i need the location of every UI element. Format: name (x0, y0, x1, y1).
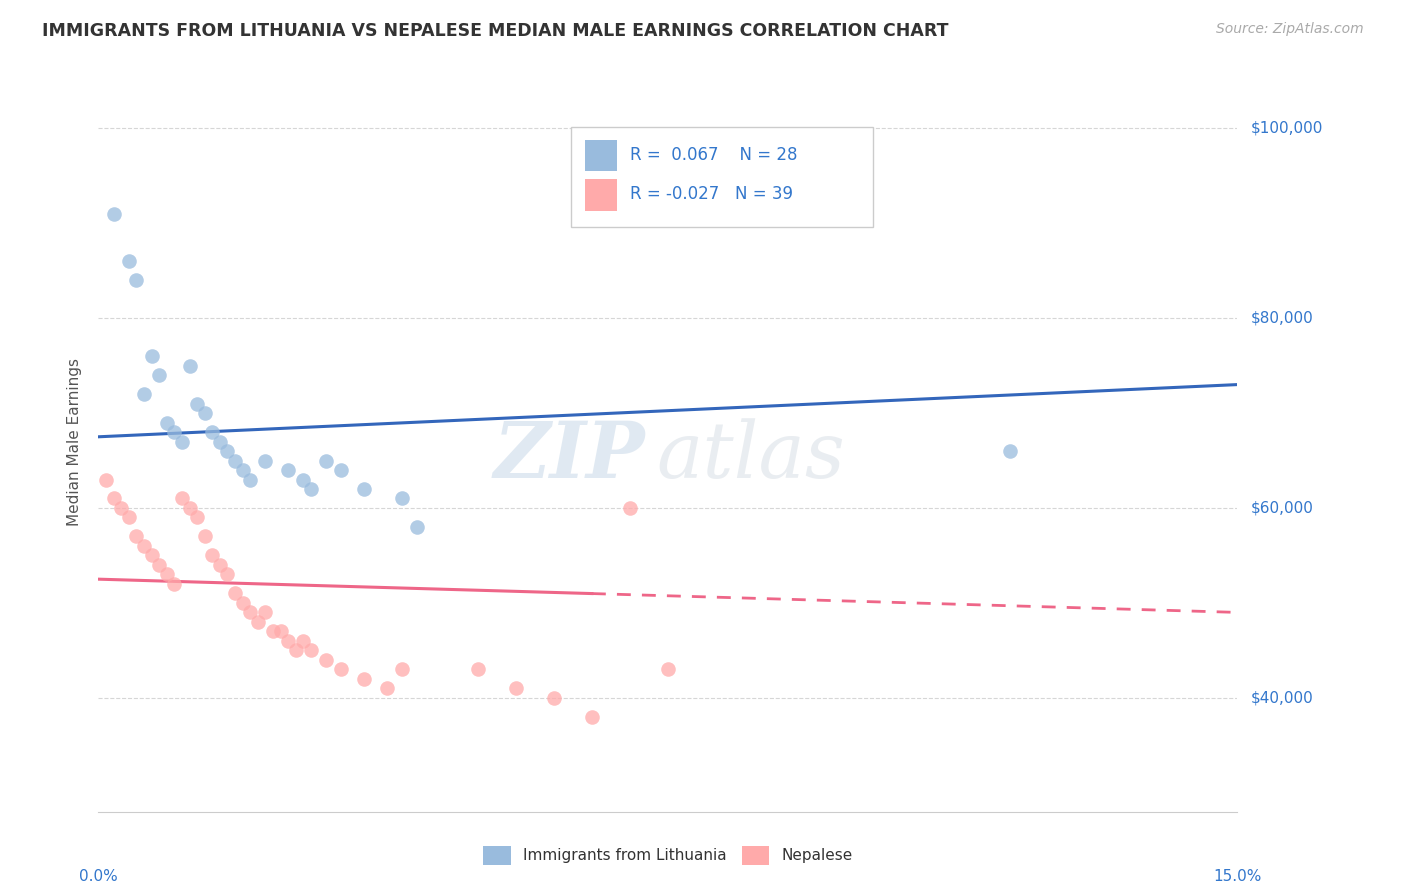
Point (246, 615, 269, 629)
Point (543, 690, 565, 705)
Point (391, 662, 413, 676)
Point (186, 396, 208, 410)
Point (118, 510, 141, 524)
Point (208, 434, 231, 449)
Point (375, 681, 398, 696)
Point (315, 453, 337, 467)
Point (132, 539, 155, 553)
Point (125, 529, 148, 543)
Point (148, 368, 170, 383)
Text: $60,000: $60,000 (1251, 500, 1315, 516)
Point (179, 500, 201, 515)
Point (94, 473, 117, 487)
Point (619, 500, 641, 515)
Point (163, 425, 186, 439)
Text: 15.0%: 15.0% (1213, 869, 1261, 884)
Point (467, 662, 489, 676)
Point (208, 558, 231, 572)
Point (201, 425, 224, 439)
Point (391, 491, 413, 506)
Point (292, 633, 315, 648)
Point (201, 549, 224, 563)
Text: atlas: atlas (657, 418, 845, 494)
Point (103, 491, 125, 506)
Point (657, 662, 679, 676)
Point (224, 453, 246, 467)
Text: IMMIGRANTS FROM LITHUANIA VS NEPALESE MEDIAN MALE EARNINGS CORRELATION CHART: IMMIGRANTS FROM LITHUANIA VS NEPALESE ME… (42, 22, 949, 40)
Point (505, 681, 527, 696)
Point (277, 463, 299, 477)
Point (270, 624, 292, 639)
Point (330, 662, 353, 676)
Point (254, 453, 277, 467)
Point (581, 710, 603, 724)
Point (156, 567, 179, 582)
Point (186, 510, 208, 524)
Point (406, 520, 429, 534)
Point (330, 463, 353, 477)
Point (292, 473, 315, 487)
Point (148, 558, 170, 572)
Point (194, 529, 217, 543)
Bar (585, 179, 617, 211)
Point (224, 586, 246, 600)
Text: ZIP: ZIP (494, 418, 645, 494)
Point (315, 653, 337, 667)
Text: Source: ZipAtlas.com: Source: ZipAtlas.com (1216, 22, 1364, 37)
Point (163, 577, 186, 591)
Point (103, 207, 125, 221)
Point (353, 482, 375, 496)
Point (299, 643, 322, 657)
Point (277, 633, 299, 648)
Text: R = -0.027   N = 39: R = -0.027 N = 39 (630, 186, 793, 203)
Y-axis label: Median Male Earnings: Median Male Earnings (67, 358, 83, 525)
Point (239, 473, 262, 487)
Point (132, 387, 155, 401)
Text: $80,000: $80,000 (1251, 310, 1315, 326)
Text: 0.0%: 0.0% (79, 869, 118, 884)
Point (217, 444, 239, 458)
Point (170, 491, 193, 506)
Point (217, 567, 239, 582)
Point (141, 349, 163, 363)
Point (179, 359, 201, 373)
Point (110, 500, 132, 515)
Point (125, 273, 148, 287)
Text: R =  0.067    N = 28: R = 0.067 N = 28 (630, 146, 797, 164)
Point (118, 254, 141, 268)
Point (284, 643, 307, 657)
Legend: Immigrants from Lithuania, Nepalese: Immigrants from Lithuania, Nepalese (477, 840, 859, 871)
Point (170, 434, 193, 449)
Point (998, 444, 1021, 458)
Point (239, 606, 262, 620)
Point (353, 672, 375, 686)
Point (262, 624, 284, 639)
Point (232, 596, 254, 610)
Bar (585, 140, 617, 171)
Text: $100,000: $100,000 (1251, 120, 1323, 136)
Bar (571, 127, 873, 227)
Text: $40,000: $40,000 (1251, 690, 1315, 706)
Point (141, 549, 163, 563)
Point (254, 606, 277, 620)
Point (299, 482, 322, 496)
Point (194, 406, 217, 420)
Point (156, 416, 179, 430)
Point (232, 463, 254, 477)
